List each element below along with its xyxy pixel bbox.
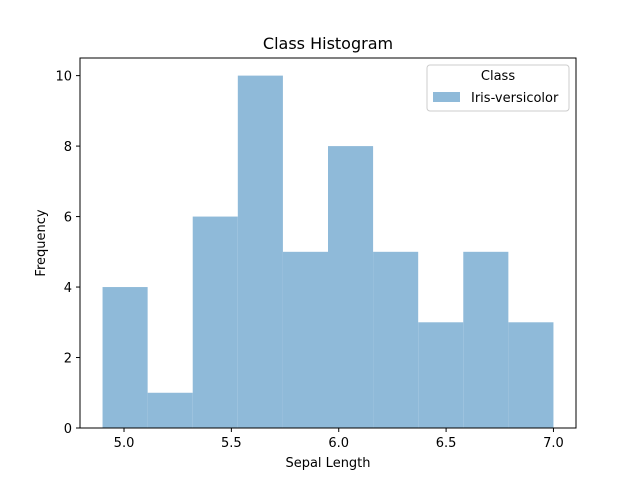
y-tick-label: 0 (64, 422, 72, 437)
x-tick-label: 5.5 (221, 436, 242, 451)
y-ticks: 0 2 4 6 8 10 (55, 70, 80, 437)
x-tick-label: 6.5 (436, 436, 457, 451)
x-tick-label: 6.0 (328, 436, 349, 451)
y-tick-label: 4 (64, 281, 72, 296)
legend-label: Iris-versicolor (471, 91, 559, 106)
chart-title: Class Histogram (263, 34, 393, 53)
x-ticks: 5.0 5.5 6.0 6.5 7.0 (114, 428, 564, 451)
histogram-bar (508, 322, 554, 428)
x-tick-label: 5.0 (114, 436, 135, 451)
legend-title: Class (481, 69, 515, 84)
histogram-bar (418, 322, 464, 428)
plot-frame (79, 57, 577, 429)
legend-frame (426, 64, 570, 112)
histogram-bar (102, 287, 148, 428)
x-tick-label: 7.0 (543, 436, 564, 451)
y-tick-label: 2 (64, 352, 72, 367)
legend-swatch (433, 92, 460, 102)
bars-group (102, 75, 554, 428)
histogram-bar (373, 251, 419, 428)
histogram-bar (192, 216, 238, 428)
legend: Class Iris-versicolor (426, 64, 570, 112)
x-axis-label: Sepal Length (285, 456, 370, 471)
histogram-bar (237, 75, 283, 428)
histogram-bar (147, 392, 193, 428)
histogram-bar (328, 146, 374, 428)
y-axis-label: Frequency (34, 209, 49, 276)
histogram-bar (282, 251, 328, 428)
histogram-bar (463, 251, 509, 428)
y-tick-label: 6 (64, 211, 72, 226)
y-tick-label: 10 (55, 70, 72, 85)
y-tick-label: 8 (64, 140, 72, 155)
